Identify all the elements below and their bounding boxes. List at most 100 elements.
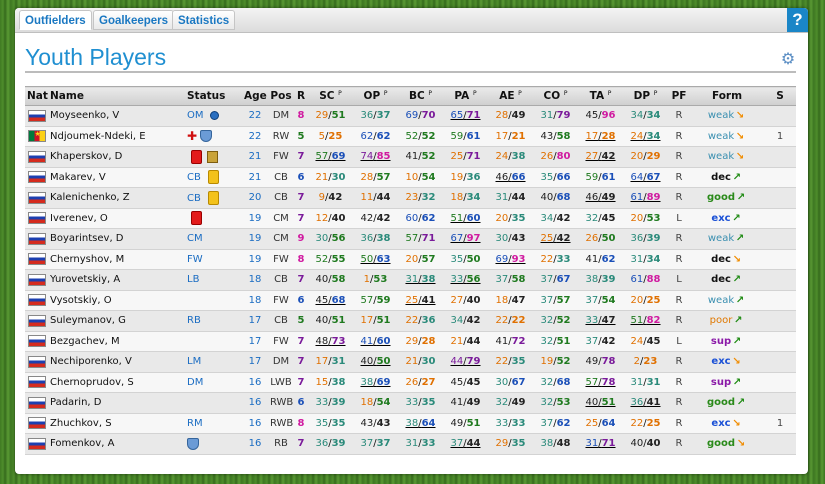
skill-potential: 35: [421, 397, 436, 409]
col-header-op[interactable]: OP P: [353, 86, 398, 106]
skill-separator: /: [508, 335, 512, 347]
skill-potential: 80: [556, 151, 571, 163]
col-header-ta[interactable]: TA P: [578, 86, 623, 106]
table-row[interactable]: Chernoprudov, S DM 16 LWB 7 15/38 38/69 26/27 4…: [25, 372, 796, 393]
skill-pa: 49/51: [443, 413, 488, 434]
russia-flag-icon: [27, 171, 46, 184]
table-row[interactable]: Zhuchkov, S RM 16 RWB 8 35/35 43/43 38/64 49/51…: [25, 413, 796, 434]
player-name[interactable]: Khaperskov, D: [48, 146, 185, 168]
skill-current: 29: [405, 335, 419, 347]
col-header-status[interactable]: Status: [185, 86, 242, 106]
col-header-s[interactable]: S: [764, 86, 796, 106]
nat-cell: [25, 167, 48, 188]
player-name[interactable]: Moyseenko, V: [48, 105, 185, 127]
skill-potential: 64: [421, 417, 436, 429]
skill-bc: 33/35: [398, 392, 443, 414]
skill-pa: 45/45: [443, 372, 488, 393]
table-row[interactable]: Ndjoumek-Ndeki, E✚ 22RW55/2562/6252/5259…: [25, 126, 796, 147]
table-row[interactable]: Padarin, D 16 RWB 6 33/39 18/54 33/35 41/49 32/4…: [25, 392, 796, 414]
col-header-age[interactable]: Age: [242, 86, 268, 106]
skill-current: 5: [318, 130, 326, 142]
player-name[interactable]: Makarev, V: [48, 167, 185, 188]
tab-outfielders[interactable]: Outfielders: [19, 10, 92, 30]
player-name[interactable]: Padarin, D: [48, 392, 185, 414]
skill-separator: /: [508, 315, 512, 327]
table-row[interactable]: Boyarintsev, D CM 19 CM 9 30/56 36/38 57/71 67/…: [25, 228, 796, 250]
player-age: 17: [242, 351, 268, 373]
skill-current: 15: [315, 376, 329, 388]
col-header-pa[interactable]: PA P: [443, 86, 488, 106]
table-row[interactable]: Moyseenko, V OM 22 DM 8 29/51 36/37 69/70 65/71…: [25, 105, 796, 127]
skill-dp: 22/25: [623, 413, 668, 434]
skill-potential: 44: [466, 335, 481, 347]
preferred-position-label: LM: [187, 356, 202, 368]
skill-separator: /: [463, 315, 467, 327]
suspension-count: 1: [764, 413, 796, 434]
col-header-ae[interactable]: AE P: [488, 86, 533, 106]
table-row[interactable]: Suleymanov, G RB 17 CB 5 40/51 17/51 22/36 34/4…: [25, 310, 796, 332]
skill-current: 42: [360, 212, 374, 224]
status-cell: [185, 290, 242, 311]
skill-potential: 67: [556, 274, 571, 286]
skill-potential: 55: [331, 253, 346, 265]
table-row[interactable]: Khaperskov, D 21 FW 7 57/69 74/85 41/52 25/71 2…: [25, 146, 796, 168]
col-header-form[interactable]: Form: [690, 86, 764, 106]
player-position: RWB: [268, 392, 294, 414]
player-name[interactable]: Zhuchkov, S: [48, 413, 185, 434]
col-header-pf[interactable]: PF: [668, 86, 690, 106]
table-row[interactable]: Iverenev, O 19 CM 7 12/40 42/42 60/62 51/60 20/…: [25, 208, 796, 229]
player-name[interactable]: Boyarintsev, D: [48, 228, 185, 250]
tab-goalkeepers[interactable]: Goalkeepers: [93, 10, 175, 30]
table-row[interactable]: Chernyshov, M FW 19 FW 8 52/55 50/63 20/57 35/5…: [25, 249, 796, 270]
skill-potential: 50: [601, 233, 616, 245]
skill-potential: 53: [646, 212, 661, 224]
player-position: CB: [268, 187, 294, 209]
skill-separator: /: [643, 335, 647, 347]
player-name[interactable]: Bezgachev, M: [48, 331, 185, 352]
skill-current: 28: [495, 110, 509, 122]
player-name[interactable]: Iverenev, O: [48, 208, 185, 229]
skill-ta: 46/49: [578, 187, 623, 209]
col-header-nat[interactable]: Nat: [25, 86, 48, 106]
skill-separator: /: [373, 315, 377, 327]
nat-cell: [25, 310, 48, 332]
status-cell: [185, 433, 242, 455]
player-name[interactable]: Yurovetskiy, A: [48, 269, 185, 291]
col-header-co[interactable]: CO P: [533, 86, 578, 106]
skill-potential: 43: [376, 417, 391, 429]
player-name[interactable]: Fomenkov, A: [48, 433, 185, 455]
skill-potential: 36: [421, 315, 436, 327]
tab-statistics[interactable]: Statistics: [172, 10, 236, 30]
col-header-name[interactable]: Name: [48, 86, 185, 106]
col-header-pos[interactable]: Pos: [268, 86, 294, 106]
skill-potential: 79: [556, 110, 571, 122]
skill-potential: 44: [466, 438, 481, 450]
player-name[interactable]: Kalenichenko, Z: [48, 187, 185, 209]
skill-co: 31/79: [533, 105, 578, 127]
table-row[interactable]: Vysotskiy, O 18 FW 6 45/68 57/59 25/41 27/40 18/…: [25, 290, 796, 311]
col-header-sc[interactable]: SC P: [308, 86, 353, 106]
status-cell: [185, 208, 242, 229]
col-header-r[interactable]: R: [294, 86, 308, 106]
table-row[interactable]: Yurovetskiy, A LB 18 CB 7 40/58 1/53 31/38 33/5…: [25, 269, 796, 291]
form-label: sup: [710, 335, 732, 347]
player-name[interactable]: Ndjoumek-Ndeki, E: [48, 126, 185, 147]
player-name[interactable]: Nechiporenko, V: [48, 351, 185, 373]
col-header-dp[interactable]: DP P: [623, 86, 668, 106]
table-row[interactable]: Kalenichenko, Z CB 20 CB 7 9/42 11/44 23/32 18/…: [25, 187, 796, 209]
table-row[interactable]: Makarev, V CB 21 CB 6 21/30 28/57 10/54 19/36 46…: [25, 167, 796, 188]
help-button[interactable]: ?: [787, 8, 808, 32]
table-row[interactable]: Nechiporenko, V LM 17 DM 7 17/31 40/50 21/30 44…: [25, 351, 796, 373]
col-header-bc[interactable]: BC P: [398, 86, 443, 106]
skill-separator: /: [373, 335, 377, 347]
gear-icon[interactable]: ⚙: [780, 49, 796, 68]
table-row[interactable]: Fomenkov, A 16 RB 7 36/39 37/37 31/33 37/44 29/…: [25, 433, 796, 455]
table-row[interactable]: Bezgachev, M 17 FW 7 48/73 41/60 29/28 21/44 41/…: [25, 331, 796, 352]
player-name[interactable]: Chernoprudov, S: [48, 372, 185, 393]
skill-ae: 41/72: [488, 331, 533, 352]
player-name[interactable]: Vysotskiy, O: [48, 290, 185, 311]
player-name[interactable]: Suleymanov, G: [48, 310, 185, 332]
skill-current: 31: [405, 274, 419, 286]
player-name[interactable]: Chernyshov, M: [48, 249, 185, 270]
russia-flag-icon: [27, 355, 46, 368]
